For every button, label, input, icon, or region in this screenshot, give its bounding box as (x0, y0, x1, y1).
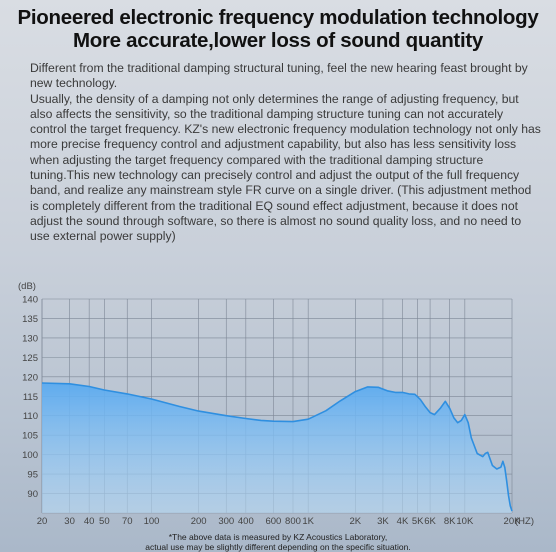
x-tick-label: 3K (377, 516, 389, 527)
x-tick-label: 20 (37, 516, 48, 527)
description: Different from the traditional damping s… (30, 61, 542, 245)
y-tick-label: 130 (22, 333, 38, 344)
x-tick-label: 800 (285, 516, 301, 527)
y-tick-label: 135 (22, 314, 38, 325)
footnote-line-1: *The above data is measured by KZ Acoust… (168, 532, 388, 542)
x-tick-label: 4K (397, 516, 409, 527)
page-subtitle: More accurate,lower loss of sound quanti… (72, 29, 483, 52)
description-paragraph-1: Different from the traditional damping s… (30, 61, 528, 91)
x-tick-label: 70 (122, 516, 133, 527)
x-tick-label: 50 (99, 516, 110, 527)
y-tick-label: 100 (22, 450, 38, 461)
x-tick-label: 600 (265, 516, 281, 527)
x-tick-label: 300 (218, 516, 234, 527)
x-tick-label: 2K (350, 516, 362, 527)
x-tick-label: 30 (64, 516, 75, 527)
footnote-line-2: actual use may be slightly different dep… (145, 542, 411, 552)
x-tick-label: 400 (238, 516, 254, 527)
y-tick-label: 110 (23, 411, 38, 422)
x-axis-label: (HZ) (515, 516, 534, 527)
y-tick-label: 90 (27, 489, 38, 500)
y-axis-label: (dB) (18, 281, 36, 292)
y-tick-label: 140 (22, 295, 38, 306)
x-tick-label: 200 (191, 516, 207, 527)
x-tick-label: 5K (412, 516, 424, 527)
x-tick-label: 100 (144, 516, 160, 527)
response-curve (41, 382, 513, 512)
y-tick-label: 105 (22, 431, 38, 442)
x-tick-label: 20K (504, 516, 522, 527)
y-tick-label: 115 (23, 392, 38, 403)
x-tick-label: 8K (444, 516, 456, 527)
x-tick-label: 1K (302, 516, 314, 527)
description-paragraph-2: Usually, the density of a damping not on… (30, 91, 541, 244)
y-tick-label: 95 (27, 470, 38, 481)
page-title: Pioneered electronic frequency modulatio… (17, 6, 539, 29)
x-tick-label: 6K (424, 516, 436, 527)
x-tick-label: 10K (456, 516, 474, 527)
x-tick-label: 40 (84, 516, 95, 527)
frequency-response-chart: 90 95 100 105 110 115 120 125 130 135 140 20 30 40 50 7… (18, 281, 534, 527)
y-tick-label: 120 (22, 372, 38, 383)
response-area (42, 383, 512, 513)
y-tick-label: 125 (22, 353, 38, 364)
